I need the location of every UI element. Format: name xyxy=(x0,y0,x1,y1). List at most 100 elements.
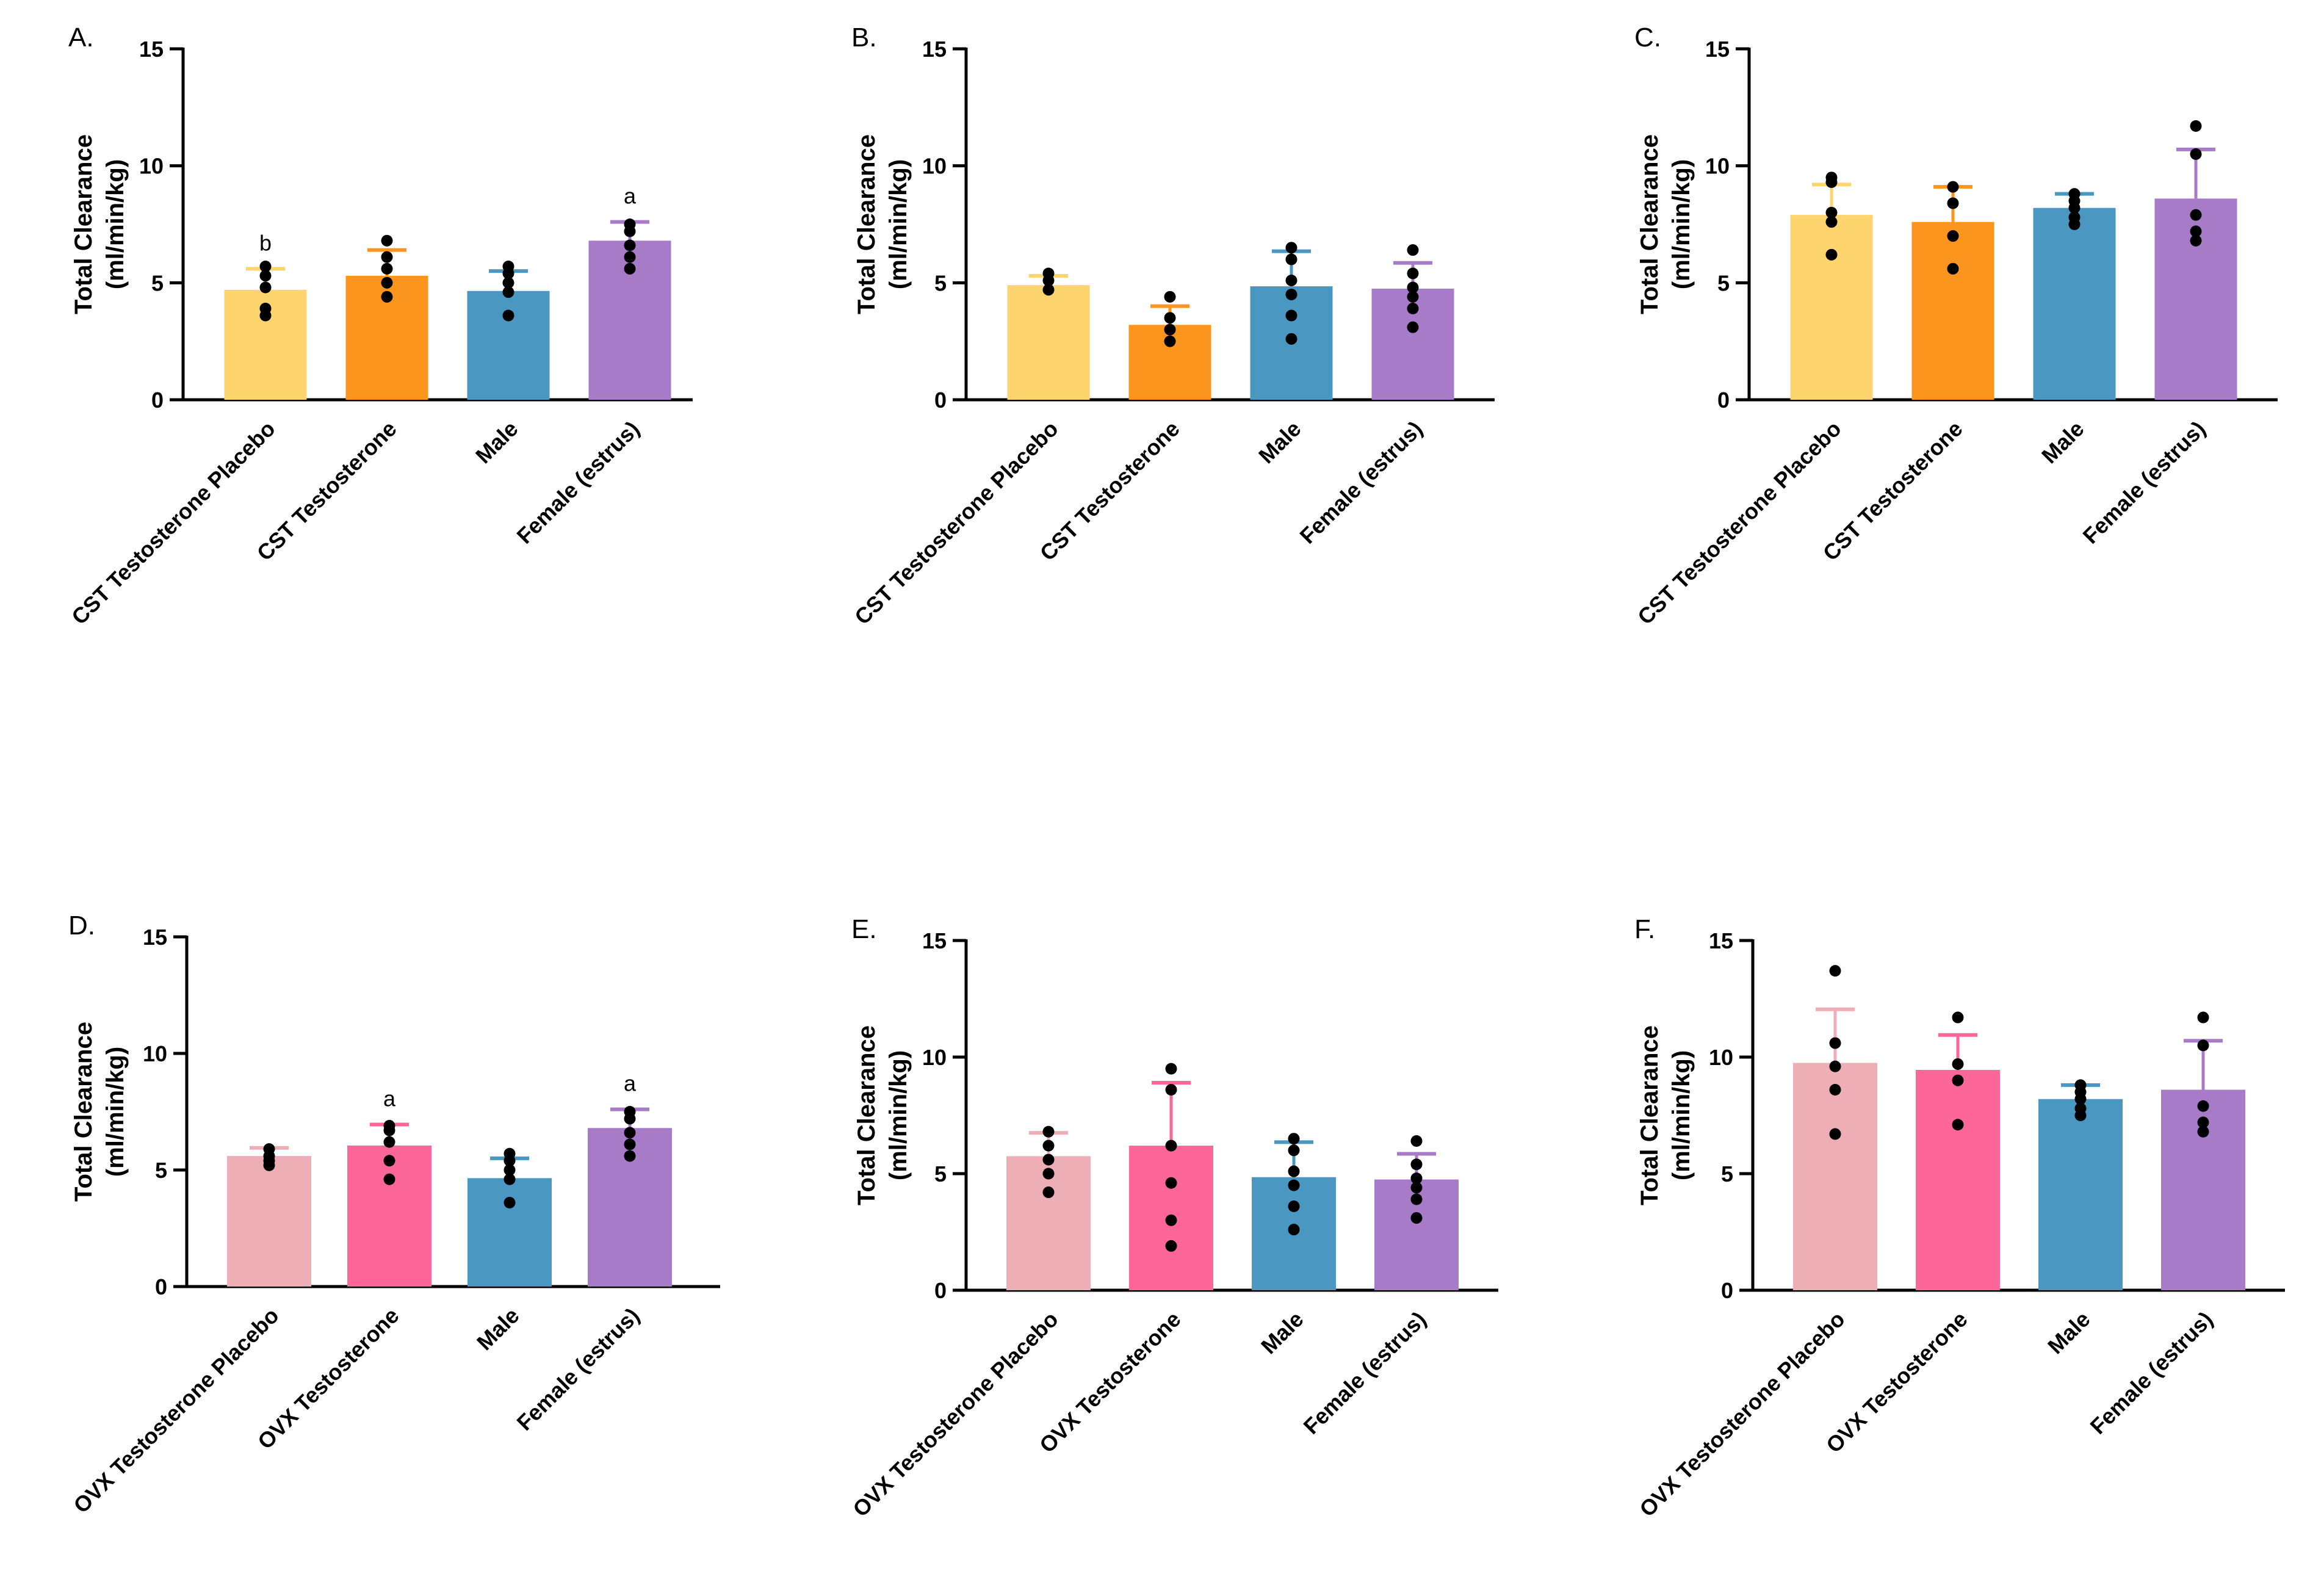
data-point xyxy=(2074,1110,2087,1121)
data-point xyxy=(381,262,393,275)
data-point xyxy=(1952,1119,1964,1131)
data-point xyxy=(2197,1039,2209,1052)
data-point xyxy=(259,261,272,272)
y-tick-label: 5 xyxy=(934,270,947,295)
y-tick-label: 15 xyxy=(1705,37,1730,62)
data-point xyxy=(2197,1011,2209,1024)
data-point xyxy=(1164,323,1176,336)
data-point xyxy=(1407,244,1419,256)
y-tick-label: 0 xyxy=(1717,388,1730,413)
data-point xyxy=(1042,1139,1055,1152)
data-point xyxy=(1410,1212,1423,1224)
data-point xyxy=(1288,1224,1300,1236)
data-point xyxy=(503,1173,516,1185)
panel-letter: A. xyxy=(68,23,94,52)
bar xyxy=(1911,222,1994,400)
bar xyxy=(467,291,550,400)
data-point xyxy=(502,309,514,322)
data-point xyxy=(381,291,393,303)
data-point xyxy=(1407,303,1419,314)
chart-panel-d: D. Total Clearance (ml/min/kg) 0 5 10 15 OVX Te… xyxy=(68,911,720,1518)
data-point xyxy=(259,309,272,322)
y-tick-label: 0 xyxy=(1721,1278,1733,1303)
panel-letter: F. xyxy=(1634,914,1655,944)
data-point xyxy=(624,225,636,237)
x-tick-label: OVX Testosterone Placebo xyxy=(848,1307,1063,1522)
data-point xyxy=(502,276,514,289)
data-point xyxy=(1829,1060,1841,1072)
y-axis-label: Total Clearance xyxy=(853,134,880,314)
y-axis-label: (ml/min/kg) xyxy=(102,1047,129,1177)
significance-label: a xyxy=(624,1071,637,1096)
data-point xyxy=(1165,1139,1177,1152)
data-point xyxy=(2197,1100,2209,1112)
bar xyxy=(347,1145,431,1287)
data-point xyxy=(1947,262,1959,275)
x-tick-label: Female (estrus) xyxy=(511,416,644,549)
data-point xyxy=(2068,202,2081,214)
data-point xyxy=(2068,218,2081,230)
y-tick-label: 5 xyxy=(1717,270,1730,295)
y-tick-label: 15 xyxy=(922,37,947,62)
data-point xyxy=(2190,234,2202,247)
data-point xyxy=(503,1164,516,1176)
data-point xyxy=(624,262,636,275)
data-point xyxy=(1042,1186,1055,1199)
data-point xyxy=(502,286,514,298)
data-point xyxy=(1165,1214,1177,1226)
data-point xyxy=(1288,1179,1300,1191)
y-axis-label: (ml/min/kg) xyxy=(1668,1050,1695,1180)
data-point xyxy=(383,1155,395,1167)
data-point xyxy=(1285,309,1297,322)
data-point xyxy=(1825,176,1838,188)
data-point xyxy=(1829,1037,1841,1049)
data-point xyxy=(381,234,393,247)
x-tick-label: Female (estrus) xyxy=(1294,416,1427,549)
data-point xyxy=(624,1138,636,1150)
y-tick-label: 10 xyxy=(1709,1045,1733,1070)
data-point xyxy=(1410,1158,1423,1171)
data-point xyxy=(503,1155,516,1167)
bar xyxy=(2038,1099,2123,1290)
data-point xyxy=(1952,1011,1964,1024)
x-tick-label: Male xyxy=(471,416,523,469)
bar xyxy=(467,1178,552,1287)
data-point xyxy=(1952,1074,1964,1086)
y-axis-label: Total Clearance xyxy=(1636,1025,1663,1205)
data-point xyxy=(624,239,636,251)
data-point xyxy=(2197,1116,2209,1128)
x-tick-label: Male xyxy=(2043,1307,2095,1359)
data-point xyxy=(383,1136,395,1148)
data-point xyxy=(1285,275,1297,286)
data-point xyxy=(624,251,636,263)
y-axis-label: Total Clearance xyxy=(70,1022,97,1202)
data-point xyxy=(381,276,393,289)
chart-panel-b: B. Total Clearance (ml/min/kg) 0 5 10 15 CST Te… xyxy=(850,23,1495,629)
bar xyxy=(1790,215,1873,400)
data-point xyxy=(1947,197,1959,209)
data-point xyxy=(1285,253,1297,265)
y-tick-label: 0 xyxy=(155,1274,167,1299)
data-point xyxy=(1042,1125,1055,1138)
data-point xyxy=(1410,1172,1423,1185)
panel-letter: E. xyxy=(851,914,877,944)
y-tick-label: 15 xyxy=(922,928,947,953)
data-point xyxy=(1947,181,1959,193)
y-tick-label: 10 xyxy=(139,154,164,179)
bar xyxy=(1793,1063,1877,1290)
data-point xyxy=(1165,1177,1177,1189)
y-tick-label: 0 xyxy=(934,1278,947,1303)
data-point xyxy=(1042,1154,1055,1166)
data-point xyxy=(1164,335,1176,347)
y-tick-label: 0 xyxy=(934,388,947,413)
data-point xyxy=(1165,1063,1177,1075)
data-point xyxy=(1288,1144,1300,1157)
x-tick-label: Female (estrus) xyxy=(2085,1307,2217,1439)
x-tick-label: Male xyxy=(2037,416,2089,469)
data-point xyxy=(1407,291,1419,303)
y-tick-label: 5 xyxy=(151,270,164,295)
y-axis-label: Total Clearance xyxy=(70,134,97,314)
data-point xyxy=(1825,248,1838,261)
data-point xyxy=(1947,230,1959,242)
x-tick-label: OVX Testosterone Placebo xyxy=(1634,1307,1849,1522)
